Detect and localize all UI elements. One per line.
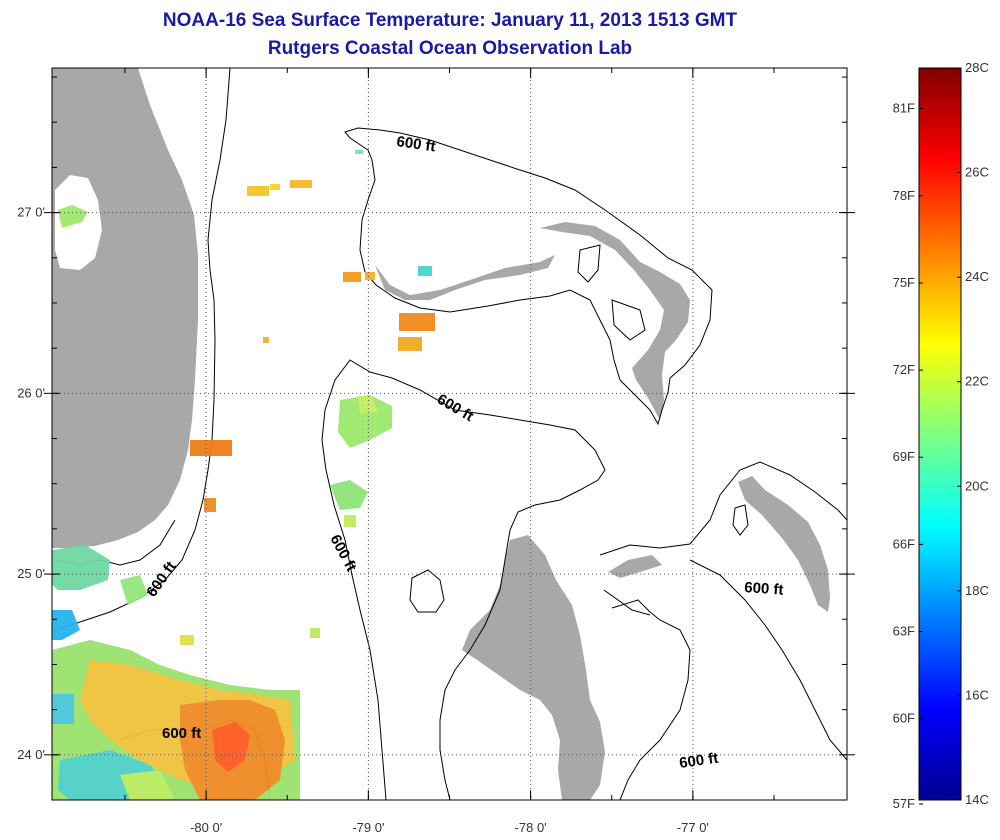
- colorbar-celsius-label: 28C: [965, 60, 989, 75]
- andros-land: [462, 535, 605, 800]
- y-tick-label: 27 0': [17, 205, 45, 220]
- y-tick-label: 24 0': [17, 747, 45, 762]
- contour-label: 600 ft: [395, 133, 436, 155]
- y-tick-label: 26 0': [17, 385, 45, 400]
- map-subtitle: Rutgers Coastal Ocean Observation Lab: [267, 38, 633, 59]
- eleuthera-cay: [608, 555, 662, 578]
- map-title: NOAA-16 Sea Surface Temperature: January…: [162, 10, 738, 31]
- contour-label: 600 ft: [678, 750, 719, 772]
- colorbar-celsius-label: 16C: [965, 687, 989, 702]
- grand-bahama-land: [375, 255, 555, 300]
- contour-label: 600 ft: [434, 391, 476, 425]
- contour-label: 600 ft: [744, 579, 784, 599]
- y-axis-labels: 27 0' 26 0' 25 0' 24 0': [17, 205, 45, 762]
- abaco-land: [540, 222, 690, 420]
- colorbar-celsius-label: 14C: [965, 792, 989, 807]
- colorbar-fahrenheit-label: 69F: [893, 449, 915, 464]
- colorbar-ticks: [919, 67, 961, 805]
- florida-land: [52, 68, 198, 548]
- lat-lon-grid: [52, 68, 847, 800]
- contour-label: 600 ft: [162, 725, 201, 742]
- colorbar-fahrenheit-label: 57F: [893, 796, 915, 811]
- colorbar-celsius-labels: 28C 26C 24C 22C 20C 18C 16C 14C: [965, 60, 989, 807]
- colorbar-celsius-label: 24C: [965, 269, 989, 284]
- colorbar-celsius-label: 18C: [965, 583, 989, 598]
- sst-data-patches: [52, 150, 435, 800]
- eleuthera-land: [738, 476, 830, 612]
- colorbar-fahrenheit-label: 81F: [893, 101, 915, 116]
- colorbar-celsius-label: 26C: [965, 165, 989, 180]
- x-tick-label: -80 0': [190, 820, 222, 835]
- colorbar-fahrenheit-label: 66F: [893, 536, 915, 551]
- contour-label: 600 ft: [326, 532, 359, 575]
- colorbar-fahrenheit-label: 75F: [893, 275, 915, 290]
- colorbar-celsius-label: 22C: [965, 374, 989, 389]
- colorbar-fahrenheit-labels: 81F 78F 75F 72F 69F 66F 63F 60F 57F: [893, 101, 915, 811]
- colorbar: [918, 67, 962, 801]
- x-tick-label: -79 0': [352, 820, 384, 835]
- y-tick-label: 25 0': [17, 566, 45, 581]
- colorbar-fahrenheit-label: 72F: [893, 362, 915, 377]
- x-axis-labels: -80 0' -79 0' -78 0' -77 0': [190, 820, 709, 835]
- x-tick-label: -78 0': [515, 820, 547, 835]
- x-tick-label: -77 0': [677, 820, 709, 835]
- colorbar-fahrenheit-label: 78F: [893, 188, 915, 203]
- major-ticks: [44, 68, 855, 800]
- colorbar-fahrenheit-label: 63F: [893, 624, 915, 639]
- colorbar-celsius-label: 20C: [965, 478, 989, 493]
- contour-label: 600 ft: [143, 558, 179, 600]
- colorbar-fahrenheit-label: 60F: [893, 711, 915, 726]
